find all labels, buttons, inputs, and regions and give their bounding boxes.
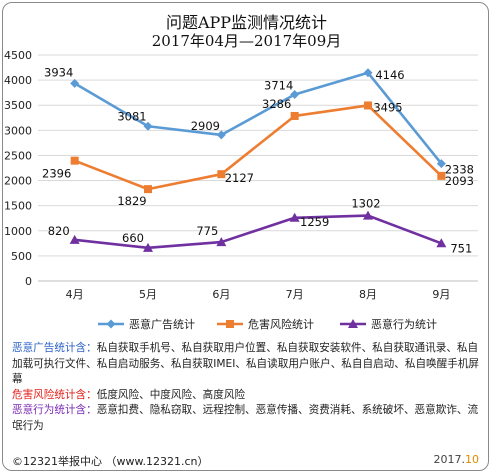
data-label: 660 [122,231,144,245]
point-marker [289,212,300,222]
note-behavior: 恶意行为统计含：恶意扣费、隐私窃取、远程控制、恶意传播、资费消耗、系统破坏、恶意… [12,403,482,434]
x-tick-label: 4月 [66,288,84,301]
line-chart: 0 500 1000 1500 2000 2500 3000 3500 4000 4500 4月 5… [4,49,478,331]
data-label: 2093 [445,174,474,188]
y-tick-label: 2500 [4,149,32,162]
y-tick-label: 4500 [4,49,32,62]
series-3 [69,210,447,252]
note-behavior-key: 恶意行为统计含： [12,404,97,416]
point-marker [216,130,226,140]
data-label: 751 [450,241,472,255]
data-labels: 3934 3081 2909 3714 4146 2338 2396 1829 2127 3286… [42,65,474,255]
legend-label: 恶意行为统计 [371,317,437,331]
point-marker [436,159,446,169]
point-marker [216,237,227,247]
legend-item-1: 恶意广告统计 [98,317,195,331]
series-line [74,71,443,165]
footer-date: 2017.10 [434,453,480,466]
x-tick-label: 7月 [286,288,304,301]
chart-subtitle: 2017年04月—2017年09月 [151,32,342,50]
y-tick-label: 3000 [4,124,32,137]
note-risk-text: 低度风险、中度风险、高度风险 [96,388,246,401]
point-marker [290,111,299,120]
point-marker [143,121,153,131]
chart-title: 问题APP监测情况统计 [165,13,328,32]
legend-label: 恶意广告统计 [129,317,195,331]
footer-month: 10 [465,453,479,466]
data-label: 3286 [262,97,291,111]
point-marker [70,156,79,165]
data-label: 2338 [445,163,474,177]
note-behavior-text: 恶意扣费、隐私窃取、远程控制、恶意传播、资费消耗、系统破坏、恶意欺诈、流氓行为 [12,404,479,432]
y-tick-label: 2000 [4,175,32,188]
data-label: 3081 [117,109,146,123]
series-group [69,68,447,252]
data-label: 2396 [42,167,71,181]
note-ad-key: 恶意广告统计含： [12,342,97,354]
data-label: 4146 [375,68,404,82]
point-marker [348,319,358,328]
notes-block: 恶意广告统计含：私自获取手机号、私自获取用户位置、私自获取安装软件、私自获取通讯… [12,341,482,434]
footer-year: 2017. [433,453,466,466]
note-ad-text: 私自获取手机号、私自获取用户位置、私自获取安装软件、私自获取通讯录、私自加载可执… [12,342,480,385]
point-marker [143,242,153,252]
data-label: 3495 [373,100,402,114]
point-marker [363,210,373,220]
series-line [74,104,443,191]
point-marker [226,320,234,328]
data-label: 1829 [117,194,146,208]
legend-item-3: 恶意行为统计 [340,317,437,331]
footer-source: ©12321举报中心 （www.12321.cn） [12,455,209,468]
y-tick-label: 0 [25,275,32,288]
data-label: 2127 [225,171,254,185]
point-marker [436,238,447,248]
point-marker [437,171,446,180]
note-risk: 危害风险统计含：低度风险、中度风险、高度风险 [12,388,482,404]
data-label: 775 [196,224,218,238]
y-tick-label: 1000 [4,225,32,238]
y-tick-label: 3500 [4,99,32,112]
point-marker [106,319,116,329]
point-marker [290,89,300,99]
point-marker [364,101,372,110]
legend-label: 危害风险统计 [248,317,314,331]
series-2 [70,101,446,194]
x-tick-label: 8月 [359,288,377,301]
legend: 恶意广告统计 危害风险统计 恶意行为统计 [98,317,437,331]
series-1 [70,68,446,169]
note-risk-key: 危害风险统计含： [12,388,97,401]
point-marker [144,185,152,194]
data-label: 2909 [191,119,220,133]
y-tick-label: 4000 [4,74,32,87]
x-axis-ticks: 4月 5月 6月 7月 8月 9月 [66,288,451,301]
x-tick-label: 9月 [432,288,450,301]
y-tick-label: 1500 [4,200,32,213]
data-label: 1302 [351,197,380,211]
legend-item-2: 危害风险统计 [217,317,314,331]
data-label: 3934 [44,65,73,79]
x-tick-label: 5月 [139,288,157,301]
point-marker [217,170,226,179]
y-tick-label: 500 [11,250,32,263]
data-label: 820 [48,224,70,238]
gridlines [38,54,478,282]
x-tick-label: 6月 [212,288,230,301]
data-label: 1259 [300,215,329,229]
point-marker [363,68,373,78]
point-marker [69,234,80,244]
series-line [74,214,442,250]
point-marker [70,78,80,88]
data-label: 3714 [264,78,293,92]
note-ad: 恶意广告统计含：私自获取手机号、私自获取用户位置、私自获取安装软件、私自获取通讯… [12,341,482,388]
y-axis-ticks: 0 500 1000 1500 2000 2500 3000 3500 4000 4500 [4,49,32,288]
